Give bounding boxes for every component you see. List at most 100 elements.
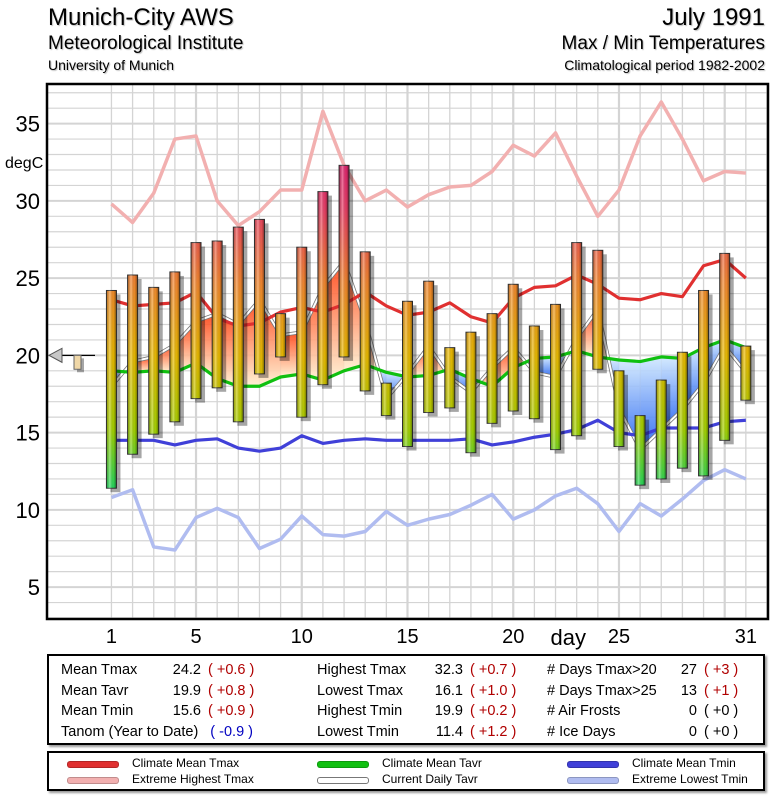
statistics-panel: Mean Tmax 24.2 ( +0.6 ) Mean Tavr 19.9 ( +0.8… bbox=[47, 654, 765, 745]
x-tick-label: 25 bbox=[608, 626, 630, 648]
plot-frame bbox=[45, 82, 770, 621]
chart-subtitle: Max / Min Temperatures bbox=[561, 33, 765, 54]
y-tick-label: 20 bbox=[16, 343, 40, 368]
stat-label: Lowest Tmax bbox=[317, 682, 403, 699]
stats-column: # Days Tmax>20 27 ( +3 ) # Days Tmax>25 13 ( … bbox=[547, 660, 738, 742]
y-tick-label: 35 bbox=[16, 112, 40, 137]
institute-name: Meteorological Institute bbox=[48, 33, 244, 54]
stat-label: Mean Tavr bbox=[61, 682, 129, 699]
stat-anomaly: ( +0.9 ) bbox=[208, 703, 255, 719]
stat-anomaly: ( +0 ) bbox=[704, 703, 739, 719]
bar-highlight bbox=[148, 287, 159, 435]
legend-label: Current Daily Tavr bbox=[382, 772, 478, 786]
stat-row: Mean Tmax 24.2 ( +0.6 ) bbox=[61, 660, 254, 681]
bar-highlight bbox=[106, 290, 117, 489]
bar-highlight bbox=[656, 380, 667, 479]
bar-highlight bbox=[233, 227, 244, 422]
y-tick-label: 10 bbox=[16, 498, 40, 523]
bar-highlight bbox=[423, 281, 434, 413]
stat-value: 0 bbox=[688, 703, 697, 719]
bar-highlight bbox=[212, 241, 223, 388]
legend-label: Extreme Lowest Tmin bbox=[632, 772, 748, 786]
x-axis-label: day bbox=[550, 625, 585, 650]
bar-highlight bbox=[191, 242, 202, 399]
legend-swatch bbox=[67, 761, 119, 768]
bar-highlight bbox=[529, 326, 540, 419]
legend-swatch bbox=[317, 777, 369, 784]
stat-value: 15.6 bbox=[172, 703, 201, 719]
bar-highlight bbox=[254, 219, 265, 374]
bar-highlight bbox=[317, 191, 328, 385]
stat-row: Lowest Tmin 11.4 ( +1.2 ) bbox=[317, 722, 516, 743]
stat-label: # Ice Days bbox=[547, 723, 616, 740]
month-title: July 1991 bbox=[662, 4, 765, 31]
university-name: University of Munich bbox=[48, 57, 175, 73]
legend-swatch bbox=[567, 777, 619, 784]
stat-anomaly: ( +1.2 ) bbox=[470, 723, 517, 740]
bar-highlight bbox=[339, 165, 350, 357]
bar-highlight bbox=[360, 251, 371, 391]
stat-value: 11.4 bbox=[435, 723, 463, 740]
stats-column: Mean Tmax 24.2 ( +0.6 ) Mean Tavr 19.9 ( +0.8… bbox=[61, 660, 254, 742]
y-tick-label: 15 bbox=[16, 421, 40, 446]
legend-label: Climate Mean Tmax bbox=[132, 756, 240, 770]
stat-anomaly: ( +3 ) bbox=[704, 662, 739, 678]
stat-anomaly: ( -0.9 ) bbox=[210, 723, 253, 740]
bar-highlight bbox=[592, 250, 603, 370]
stat-anomaly: ( +1.0 ) bbox=[470, 682, 517, 699]
stat-row: # Air Frosts 0 ( +0 ) bbox=[547, 701, 738, 722]
bar-highlight bbox=[296, 247, 307, 418]
legend-swatch bbox=[67, 777, 119, 784]
stat-row: # Ice Days 0 ( +0 ) bbox=[547, 722, 738, 743]
bar-highlight bbox=[635, 415, 646, 486]
stat-row: Mean Tavr 19.9 ( +0.8 ) bbox=[61, 681, 254, 702]
stat-label: Mean Tmin bbox=[61, 703, 134, 719]
stat-row: Highest Tmax 32.3 ( +0.7 ) bbox=[317, 660, 516, 681]
bar-highlight bbox=[487, 313, 498, 424]
bar-highlight bbox=[698, 290, 709, 476]
x-tick-label: 5 bbox=[190, 626, 201, 648]
bar-highlight bbox=[508, 284, 519, 411]
bar-highlight bbox=[169, 271, 180, 422]
stat-row: Mean Tmin 15.6 ( +0.9 ) bbox=[61, 701, 254, 722]
bar-highlight bbox=[740, 346, 751, 401]
tanom-bar bbox=[73, 354, 82, 370]
stat-row: Lowest Tmax 16.1 ( +1.0 ) bbox=[317, 681, 516, 702]
reference-arrow-icon bbox=[47, 347, 63, 364]
y-tick-label: 30 bbox=[16, 189, 40, 214]
y-tick-label: 5 bbox=[28, 575, 40, 600]
climatological-period: Climatological period 1982-2002 bbox=[564, 57, 765, 73]
stat-row: # Days Tmax>20 27 ( +3 ) bbox=[547, 660, 738, 681]
stat-value: 16.1 bbox=[434, 682, 463, 699]
stat-value: 19.9 bbox=[434, 703, 463, 719]
stat-value: 19.9 bbox=[172, 682, 201, 699]
legend-swatch bbox=[317, 761, 369, 768]
stat-label: Highest Tmin bbox=[317, 703, 403, 719]
stat-anomaly: ( +1 ) bbox=[704, 682, 739, 699]
stat-label: Mean Tmax bbox=[61, 662, 138, 678]
x-tick-label: 1 bbox=[106, 626, 117, 648]
x-tick-label: 20 bbox=[502, 626, 524, 648]
stat-anomaly: ( +0.6 ) bbox=[208, 662, 255, 678]
stat-anomaly: ( +0.2 ) bbox=[470, 703, 517, 719]
bar-highlight bbox=[613, 370, 624, 447]
bar-highlight bbox=[275, 313, 286, 357]
bar-highlight bbox=[571, 242, 582, 436]
stat-value: 24.2 bbox=[172, 662, 201, 678]
y-axis: 5 10 15 20 25 30 35 degC bbox=[5, 112, 43, 600]
chart-legend: Climate Mean Tmax Extreme Highest Tmax Cli… bbox=[47, 751, 765, 791]
stat-label: # Days Tmax>20 bbox=[547, 662, 657, 678]
stat-label: Tanom (Year to Date) bbox=[61, 723, 199, 740]
stat-row: Tanom (Year to Date) ( -0.9 ) bbox=[61, 722, 254, 743]
stat-anomaly: ( +0.8 ) bbox=[208, 682, 255, 699]
stat-label: Highest Tmax bbox=[317, 662, 407, 678]
bar-highlight bbox=[381, 383, 392, 416]
y-tick-label: 25 bbox=[16, 266, 40, 291]
bar-highlight bbox=[465, 332, 476, 453]
bar-highlight bbox=[444, 347, 455, 408]
stat-value: 0 bbox=[688, 723, 697, 740]
stat-anomaly: ( +0.7 ) bbox=[470, 662, 517, 678]
extreme-lowest-tmin-line bbox=[110, 467, 747, 552]
